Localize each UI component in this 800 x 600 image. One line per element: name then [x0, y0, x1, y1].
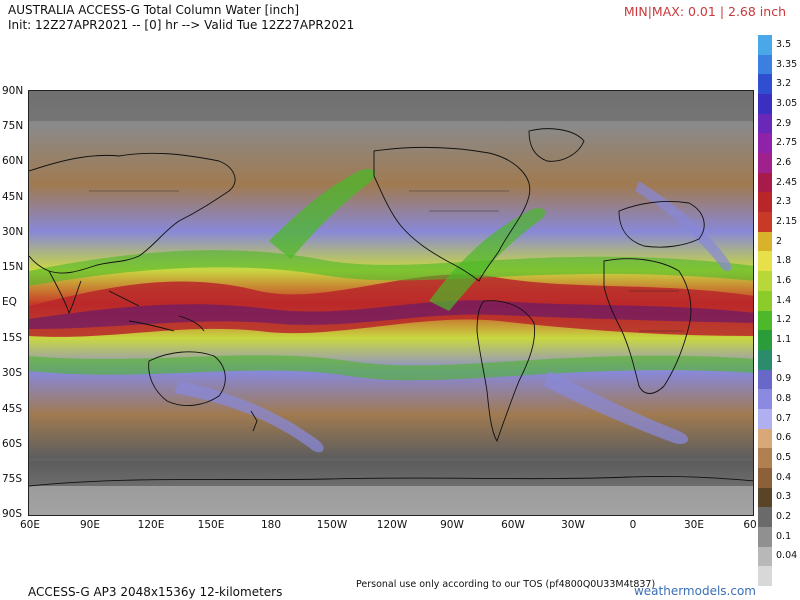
legend-label: 3.05 [776, 97, 798, 109]
legend-label: 1.1 [776, 334, 792, 346]
legend-label: 3.35 [776, 58, 798, 70]
legend-swatch [758, 172, 772, 193]
legend-swatch [758, 467, 772, 489]
title-line-2: Init: 12Z27APR2021 -- [0] hr --> Valid T… [8, 18, 355, 32]
legend-label: 0.1 [776, 530, 792, 542]
legend-label: 2.15 [776, 215, 798, 227]
lat-label-30n: 30N [2, 226, 24, 238]
lon-label-120e: 120E [137, 519, 165, 531]
legend-label: 0.5 [776, 452, 792, 464]
legend-swatch [758, 448, 772, 469]
legend-swatch [758, 330, 772, 351]
legend-swatch [758, 369, 772, 390]
legend-label: 2.6 [776, 156, 792, 168]
legend-label: 3.2 [776, 78, 792, 90]
lon-label-30e: 30E [684, 519, 704, 531]
legend-label: 1.2 [776, 314, 792, 326]
legend-label: 2.45 [776, 176, 798, 188]
lon-label-180: 180 [260, 519, 282, 531]
legend-label: 1.6 [776, 274, 792, 286]
chart-title: AUSTRALIA ACCESS-G Total Column Water [i… [8, 3, 354, 33]
lon-label-150e: 150E [197, 519, 225, 531]
legend-swatch [758, 546, 772, 567]
map-panel[interactable] [28, 90, 754, 516]
color-scale-legend [758, 35, 772, 587]
legend-swatch [758, 507, 772, 528]
lat-label-45s: 45S [2, 403, 23, 415]
legend-swatch [758, 113, 772, 134]
legend-swatch [758, 94, 772, 115]
lat-label-15n: 15N [2, 261, 24, 273]
legend-swatch [758, 526, 772, 548]
legend-swatch [758, 133, 772, 154]
legend-swatch [758, 428, 772, 449]
legend-label: 0.6 [776, 432, 792, 444]
brand-link[interactable]: weathermodels.com [633, 584, 756, 598]
lon-label-90w: 90W [440, 519, 464, 531]
lon-label-90e: 90E [80, 519, 100, 531]
lat-label-90s: 90S [2, 508, 23, 520]
lat-label-15s: 15S [2, 332, 23, 344]
model-resolution-note: ACCESS-G AP3 2048x1536y 12-kilometers [28, 585, 283, 599]
lon-label-60e: 60E [20, 519, 40, 531]
legend-swatch [758, 212, 772, 233]
legend-swatch [758, 389, 772, 410]
lat-label-75s: 75S [2, 473, 23, 485]
legend-label: 0.04 [776, 550, 798, 562]
legend-label: 0.8 [776, 393, 792, 405]
lat-label-60s: 60S [2, 438, 23, 450]
legend-swatch [758, 290, 772, 311]
lat-label-75n: 75N [2, 120, 24, 132]
lat-label-30s: 30S [2, 367, 23, 379]
lat-label-60n: 60N [2, 155, 24, 167]
legend-label: 2.75 [776, 137, 798, 149]
legend-swatch [758, 271, 772, 292]
legend-label: 2 [776, 235, 783, 247]
legend-swatch [758, 349, 772, 371]
legend-label: 0.2 [776, 511, 792, 523]
legend-label: 0.4 [776, 471, 792, 483]
lat-label-90n: 90N [2, 85, 24, 97]
legend-label: 2.9 [776, 117, 792, 129]
lat-label-45n: 45N [2, 191, 24, 203]
legend-swatch [758, 153, 772, 174]
legend-swatch [758, 74, 772, 95]
legend-label: 0.3 [776, 491, 792, 503]
legend-label: 0.7 [776, 412, 792, 424]
legend-swatch [758, 192, 772, 213]
legend-label: 0.9 [776, 373, 792, 385]
legend-swatch [758, 408, 772, 430]
legend-label: 1 [776, 353, 783, 365]
precipitable-water-map [29, 91, 753, 515]
title-line-1: AUSTRALIA ACCESS-G Total Column Water [i… [8, 3, 300, 17]
lon-label-0: 0 [629, 519, 637, 531]
coastlines [29, 128, 753, 487]
lon-label-30w: 30W [561, 519, 585, 531]
lon-label-60: 60 [743, 519, 757, 531]
legend-label: 1.4 [776, 294, 792, 306]
legend-swatch [758, 54, 772, 75]
legend-swatch [758, 251, 772, 272]
legend-swatch [758, 566, 772, 587]
lon-label-120w: 120W [376, 519, 408, 531]
legend-label: 2.3 [776, 196, 792, 208]
legend-swatch [758, 35, 772, 56]
legend-swatch [758, 231, 772, 252]
lat-label-eq: EQ [2, 296, 17, 308]
terms-of-use-note: Personal use only according to our TOS (… [356, 579, 656, 590]
min-max-readout: MIN|MAX: 0.01 | 2.68 inch [623, 4, 786, 19]
legend-label: 1.8 [776, 255, 792, 267]
legend-label: 3.5 [776, 38, 792, 50]
legend-swatch [758, 487, 772, 508]
legend-swatch [758, 310, 772, 331]
lon-label-60w: 60W [501, 519, 525, 531]
lon-label-150w: 150W [316, 519, 348, 531]
